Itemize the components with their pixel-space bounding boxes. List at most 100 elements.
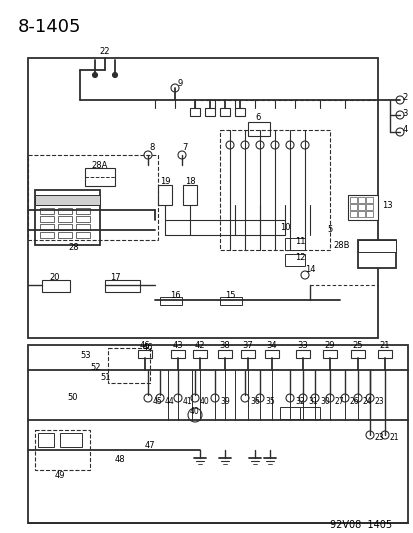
Text: 40: 40 bbox=[190, 408, 199, 416]
Bar bbox=[349, 204, 356, 210]
Bar bbox=[35, 190, 100, 245]
Circle shape bbox=[298, 394, 306, 402]
Text: 3: 3 bbox=[401, 109, 407, 117]
Bar bbox=[28, 58, 377, 338]
Text: 5: 5 bbox=[327, 225, 332, 235]
Bar bbox=[357, 211, 364, 217]
Text: 8-1405: 8-1405 bbox=[18, 18, 81, 36]
Bar bbox=[76, 224, 90, 230]
Text: 15: 15 bbox=[224, 290, 235, 300]
Circle shape bbox=[188, 408, 202, 422]
Bar bbox=[377, 350, 391, 358]
Text: 28A: 28A bbox=[92, 160, 108, 169]
Text: 39: 39 bbox=[219, 398, 229, 407]
Text: 10: 10 bbox=[279, 223, 290, 232]
Bar bbox=[40, 216, 54, 222]
Text: 25: 25 bbox=[352, 342, 362, 351]
Bar bbox=[159, 297, 182, 305]
Text: 37: 37 bbox=[242, 342, 253, 351]
Circle shape bbox=[395, 111, 403, 119]
Text: 21: 21 bbox=[379, 342, 389, 351]
Bar bbox=[357, 204, 364, 210]
Bar bbox=[76, 208, 90, 214]
Text: 31: 31 bbox=[307, 398, 317, 407]
Bar bbox=[204, 108, 214, 116]
Bar bbox=[284, 238, 304, 250]
Text: 14: 14 bbox=[304, 265, 314, 274]
Circle shape bbox=[325, 394, 333, 402]
Text: 33: 33 bbox=[297, 342, 308, 351]
Bar bbox=[264, 350, 278, 358]
Text: 23: 23 bbox=[374, 398, 384, 407]
Text: 42: 42 bbox=[194, 342, 205, 351]
Text: 26: 26 bbox=[349, 398, 359, 407]
Text: 51: 51 bbox=[100, 374, 110, 383]
Bar bbox=[192, 350, 206, 358]
Text: 13: 13 bbox=[381, 200, 392, 209]
Bar bbox=[357, 197, 364, 203]
Text: 92V08  1405: 92V08 1405 bbox=[329, 520, 391, 530]
Text: 34: 34 bbox=[266, 342, 277, 351]
Bar bbox=[349, 211, 356, 217]
Text: 44: 44 bbox=[165, 398, 174, 407]
Text: 20: 20 bbox=[50, 273, 60, 282]
Text: 49: 49 bbox=[55, 471, 65, 480]
Bar bbox=[76, 232, 90, 238]
Bar bbox=[190, 108, 199, 116]
Circle shape bbox=[300, 141, 308, 149]
Text: 18: 18 bbox=[184, 177, 195, 187]
Text: 35: 35 bbox=[264, 398, 274, 407]
Bar bbox=[171, 350, 185, 358]
Bar bbox=[299, 407, 319, 419]
Text: 38: 38 bbox=[219, 342, 230, 351]
Text: 28: 28 bbox=[68, 244, 78, 253]
Circle shape bbox=[171, 84, 178, 92]
Text: 52: 52 bbox=[90, 364, 100, 373]
Circle shape bbox=[190, 394, 199, 402]
Text: 27: 27 bbox=[334, 398, 344, 407]
Bar bbox=[357, 240, 395, 268]
Bar bbox=[28, 345, 407, 523]
Bar bbox=[85, 168, 115, 186]
Text: 4: 4 bbox=[401, 125, 407, 134]
Text: 7: 7 bbox=[182, 143, 187, 152]
Text: 45: 45 bbox=[153, 398, 162, 407]
Bar bbox=[58, 216, 72, 222]
Text: 46: 46 bbox=[142, 343, 153, 352]
Circle shape bbox=[353, 394, 361, 402]
Bar bbox=[240, 350, 254, 358]
Text: 9: 9 bbox=[178, 78, 183, 87]
Text: 47: 47 bbox=[144, 440, 155, 449]
Bar bbox=[279, 407, 299, 419]
Bar bbox=[35, 430, 90, 470]
Bar bbox=[218, 350, 231, 358]
Text: 12: 12 bbox=[294, 254, 304, 262]
Text: 28B: 28B bbox=[333, 240, 349, 249]
Text: 22: 22 bbox=[100, 47, 110, 56]
Circle shape bbox=[395, 128, 403, 136]
Bar bbox=[38, 433, 54, 447]
Bar bbox=[365, 204, 372, 210]
Bar bbox=[350, 350, 364, 358]
Bar bbox=[347, 195, 377, 220]
Bar bbox=[42, 280, 70, 292]
Circle shape bbox=[365, 431, 373, 439]
Text: 41: 41 bbox=[183, 398, 192, 407]
Text: 30: 30 bbox=[319, 398, 329, 407]
Text: 32: 32 bbox=[294, 398, 304, 407]
Circle shape bbox=[285, 394, 293, 402]
Circle shape bbox=[240, 394, 248, 402]
Circle shape bbox=[285, 141, 293, 149]
Text: 43: 43 bbox=[172, 342, 183, 351]
Bar bbox=[295, 350, 309, 358]
Bar bbox=[58, 232, 72, 238]
Bar bbox=[219, 130, 329, 250]
Bar bbox=[247, 122, 269, 136]
Circle shape bbox=[211, 394, 218, 402]
Text: 50: 50 bbox=[67, 393, 78, 402]
Circle shape bbox=[365, 394, 373, 402]
Bar bbox=[58, 224, 72, 230]
Text: 21: 21 bbox=[389, 432, 399, 441]
Circle shape bbox=[255, 394, 263, 402]
Text: 17: 17 bbox=[109, 273, 120, 282]
